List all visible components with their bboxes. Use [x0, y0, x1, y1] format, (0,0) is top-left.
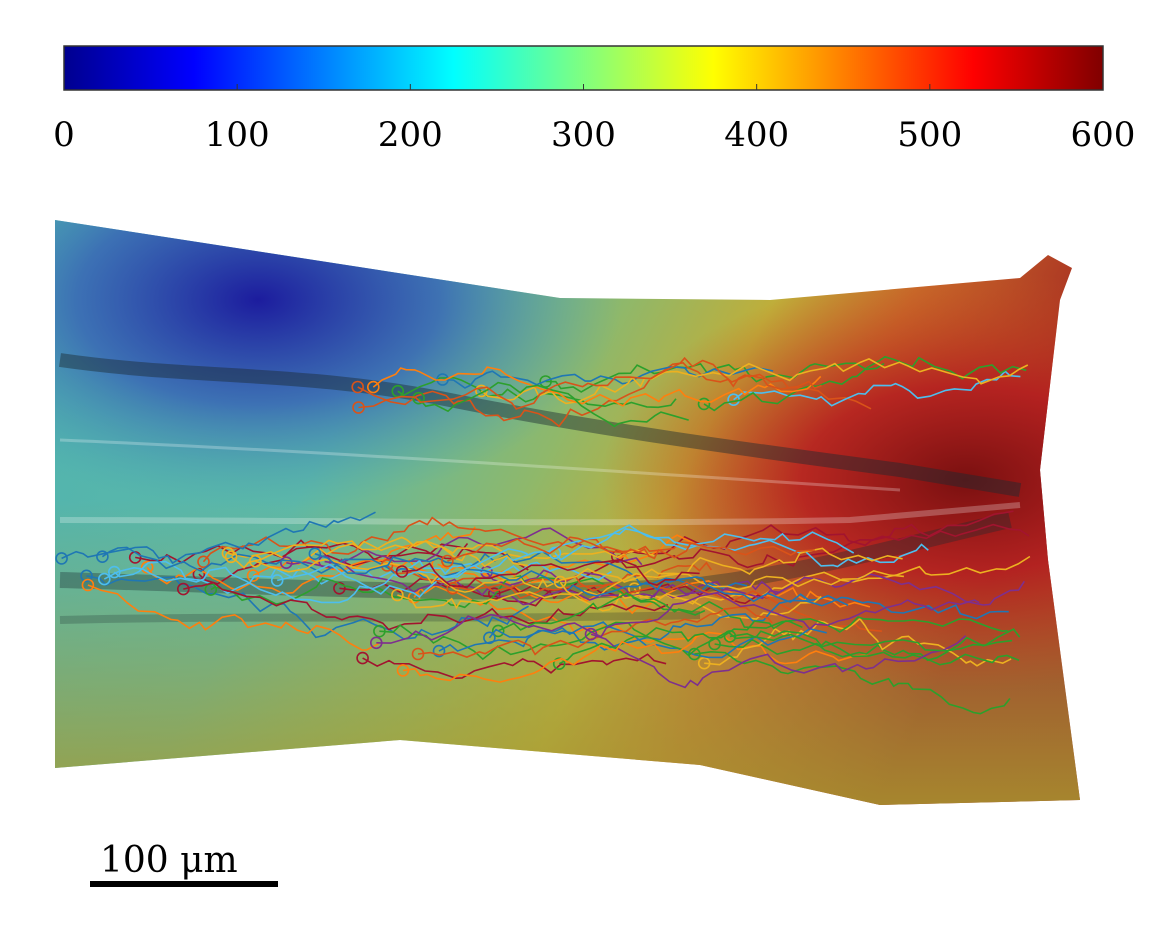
- track-start-marker: [697, 397, 711, 411]
- track-start-marker: [411, 647, 425, 661]
- cell-track: [61, 511, 376, 565]
- cell-track: [485, 569, 1025, 606]
- cell-track: [379, 620, 803, 661]
- track-start-marker: [351, 380, 365, 394]
- track-start-marker: [108, 565, 121, 579]
- cell-track: [227, 536, 655, 565]
- cell-tracks: [55, 355, 1031, 715]
- colorbar-tick-label: 400: [724, 115, 789, 155]
- cell-track: [714, 636, 1013, 662]
- track-start-marker: [356, 651, 369, 665]
- colorbar-tick-label: 100: [205, 115, 270, 155]
- scale-bar: 100 μm: [90, 840, 278, 887]
- cell-track: [413, 584, 868, 665]
- track-start-marker: [177, 582, 190, 596]
- cell-track: [376, 591, 980, 644]
- scale-bar-line: [90, 881, 278, 887]
- cell-track: [397, 547, 903, 610]
- cell-track: [442, 366, 774, 389]
- track-start-marker: [552, 657, 566, 671]
- track-start-marker: [373, 624, 386, 638]
- track-start-marker: [352, 401, 365, 414]
- track-start-marker: [391, 588, 404, 602]
- cell-track: [545, 362, 885, 393]
- colorbar-tick-label: 200: [378, 115, 443, 155]
- colorbar-tick-label: 600: [1071, 115, 1136, 155]
- cell-track: [286, 558, 780, 606]
- cell-track: [86, 575, 529, 640]
- cell-track: [372, 366, 822, 407]
- colorbar-ticks: [236, 84, 931, 90]
- colorbar-tick-labels: 0 100 200 300 400 500 600: [53, 115, 1135, 155]
- track-start-marker: [628, 582, 641, 596]
- track-start-marker: [308, 547, 322, 561]
- track-start-marker: [584, 627, 598, 641]
- track-start-marker: [688, 647, 701, 661]
- cell-track: [704, 617, 1012, 667]
- cell-track: [554, 524, 929, 568]
- cell-track: [694, 650, 1011, 715]
- track-start-marker: [366, 380, 380, 394]
- cell-track: [447, 536, 815, 562]
- track-start-marker: [395, 565, 409, 578]
- track-start-marker: [140, 560, 154, 574]
- cell-track: [497, 592, 1008, 633]
- track-start-marker: [98, 572, 111, 586]
- tissue-image: [55, 220, 1080, 805]
- track-start-marker: [224, 550, 238, 564]
- cell-track: [358, 356, 822, 410]
- cell-track: [230, 539, 529, 569]
- track-start-marker: [697, 656, 711, 670]
- colorbar-tick-label: 300: [551, 115, 616, 155]
- cell-track: [452, 561, 713, 599]
- scale-bar-label: 100 μm: [100, 840, 238, 881]
- track-start-marker: [432, 644, 446, 658]
- cell-track: [103, 548, 528, 604]
- track-start-marker: [270, 574, 284, 587]
- cell-track: [397, 376, 677, 409]
- track-start-marker: [80, 569, 93, 583]
- track-start-marker: [96, 550, 109, 564]
- colorbar: 0 100 200 300 400 500 600: [53, 45, 1135, 155]
- track-start-marker: [55, 552, 68, 565]
- cell-track: [590, 633, 967, 689]
- cell-track: [559, 581, 822, 620]
- cell-track: [417, 606, 773, 658]
- cell-track: [386, 564, 882, 632]
- track-start-marker: [249, 554, 262, 568]
- cell-track: [362, 653, 667, 680]
- track-start-marker: [279, 556, 293, 570]
- track-start-marker: [483, 631, 496, 645]
- cell-track: [113, 559, 612, 595]
- track-start-marker: [412, 391, 425, 405]
- track-start-marker: [446, 581, 460, 595]
- cell-track: [494, 510, 1014, 600]
- cell-track: [703, 355, 1027, 412]
- track-start-marker: [369, 636, 383, 650]
- track-start-marker: [396, 664, 410, 677]
- cell-track: [401, 558, 700, 588]
- colorbar-tick-label: 0: [53, 115, 75, 155]
- track-start-marker: [539, 375, 552, 388]
- cell-track: [357, 361, 872, 428]
- cell-track: [87, 584, 379, 651]
- cell-track: [402, 635, 698, 683]
- cell-track: [733, 370, 1021, 407]
- colorbar-gradient: [63, 45, 1104, 91]
- track-start-marker: [441, 554, 454, 568]
- cell-track: [418, 381, 689, 428]
- track-start-marker: [491, 624, 505, 638]
- cell-track: [729, 630, 1020, 666]
- cell-track: [558, 628, 1021, 665]
- colorbar-tick-label: 500: [897, 115, 962, 155]
- cell-track: [252, 557, 871, 615]
- cell-track: [314, 552, 849, 607]
- track-start-marker: [333, 581, 346, 595]
- track-start-marker: [221, 546, 235, 560]
- track-start-marker: [81, 578, 95, 592]
- track-start-marker: [197, 555, 210, 569]
- track-start-marker: [553, 575, 567, 589]
